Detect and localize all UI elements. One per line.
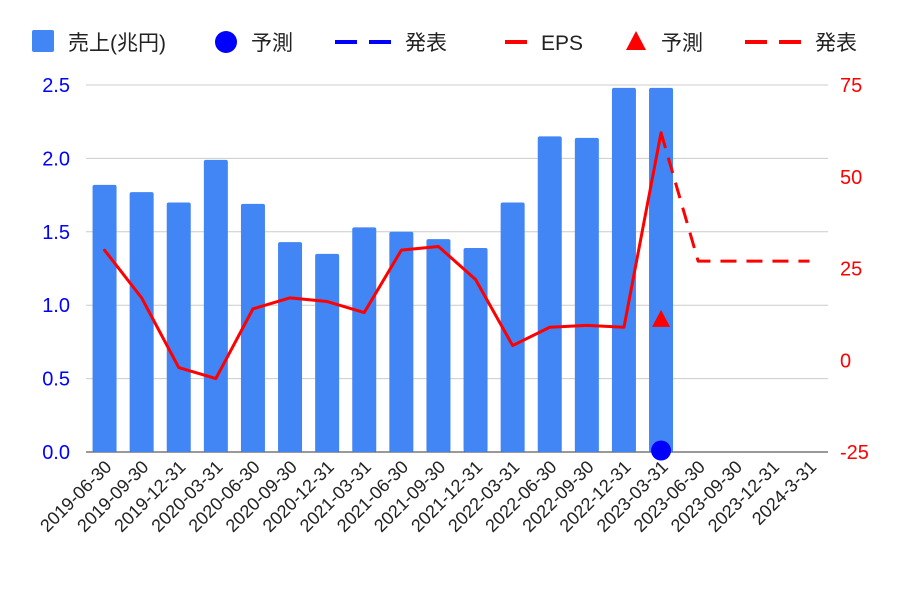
left-axis: 0.0 0.5 1.0 1.5 2.0 2.5 [42, 75, 70, 464]
announced-dashed-line [659, 132, 810, 263]
right-tick-label: -25 [840, 442, 869, 464]
right-tick-label: 0 [840, 350, 851, 372]
x-axis: 2019-06-302019-09-302019-12-312020-03-31… [36, 457, 820, 536]
left-tick-label: 0.0 [42, 442, 70, 464]
bar [537, 136, 562, 452]
legend-label: 売上(兆円) [68, 32, 166, 55]
gridlines [86, 84, 828, 453]
legend-label: 発表 [405, 32, 447, 55]
left-tick-label: 2.0 [42, 148, 70, 170]
legend-swatch-bar [32, 30, 54, 52]
legend: 売上(兆円) 予測 発表 EPS 予測 発表 [32, 30, 857, 55]
bar [611, 87, 636, 452]
bar [315, 253, 340, 452]
forecast-triangle-marker [652, 309, 671, 327]
right-axis: -25 0 25 50 75 [840, 75, 869, 464]
bar [92, 184, 117, 452]
bar [463, 247, 488, 452]
forecast-circle-marker [651, 440, 672, 461]
left-tick-label: 0.5 [42, 369, 70, 391]
bar [129, 192, 154, 452]
left-tick-label: 2.5 [42, 75, 70, 97]
bar [500, 202, 525, 452]
bar [574, 137, 599, 452]
bar [166, 202, 191, 452]
line-series [103, 131, 810, 381]
legend-label: 予測 [661, 32, 703, 55]
legend-label: EPS [541, 32, 583, 55]
bar [426, 239, 451, 452]
marker-series [651, 309, 672, 461]
left-tick-label: 1.0 [42, 295, 70, 317]
left-tick-label: 1.5 [42, 222, 70, 244]
bar [352, 227, 377, 452]
legend-label: 予測 [251, 32, 293, 55]
legend-swatch-circle [215, 31, 237, 53]
bar-series [92, 87, 674, 453]
bar [389, 231, 414, 452]
right-tick-label: 50 [840, 167, 862, 189]
bar [203, 159, 228, 453]
bar [649, 87, 674, 452]
legend-swatch-triangle [626, 31, 646, 50]
bar [240, 203, 265, 452]
legend-label: 発表 [815, 32, 857, 55]
bar [278, 242, 303, 452]
right-tick-label: 75 [840, 75, 862, 97]
eps-line [103, 131, 663, 381]
right-tick-label: 25 [840, 259, 862, 281]
